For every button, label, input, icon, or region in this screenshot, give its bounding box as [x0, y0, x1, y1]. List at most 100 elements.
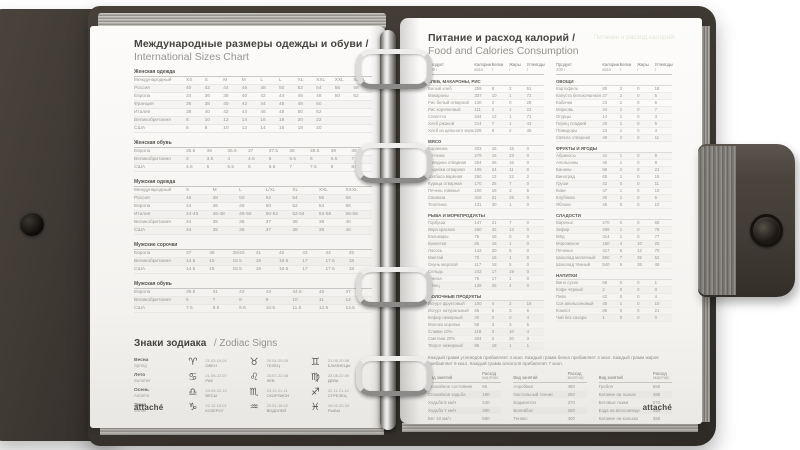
food-row: Колбаса варёная 250 12 22 2 [428, 174, 544, 181]
right-page: Питание и расход калорий Питание и расхо… [400, 18, 702, 424]
food-value: 7 [619, 255, 623, 261]
zodiac-season: Лето Summer [134, 373, 188, 383]
food-value: 0 [619, 181, 623, 187]
food-row: Говядина отварная 254 26 16 0 [428, 160, 544, 167]
food-value: 22 [509, 174, 514, 180]
food-value: 35 [637, 262, 642, 268]
food-value: 0 [637, 167, 640, 173]
zodiac-row: Осень Autumn ♎ 23.09-22.10 ВЕСЫ ♏ 23.10-21.11 С… [134, 385, 372, 400]
size-row-label: Международный [134, 78, 172, 83]
food-name: Яблоки [556, 202, 571, 208]
size-cell: 14.5 [186, 267, 196, 272]
food-value: 10 [654, 202, 660, 208]
food-value: 51 [526, 86, 532, 92]
food-name: Йогурт фруктовый [428, 301, 465, 307]
food-value: 279 [474, 153, 482, 159]
activity-value: 250 [567, 392, 575, 398]
food-value: 12 [491, 174, 497, 180]
food-value: 10 [637, 241, 642, 247]
zodiac-sign-info: 21.05-20.06 БЛИЗНЕЦЫ [328, 358, 351, 368]
food-value: 4 [491, 301, 495, 307]
food-name: Пиво [556, 294, 567, 300]
size-cell: 10 [223, 126, 229, 131]
zodiac-sign: ♈ 21.03-19.04 ОВЕН [188, 357, 249, 368]
food-column: Продукт 100 г Калории ккал Белки г Жиры г Углево… [556, 62, 673, 350]
food-value: 3 [491, 315, 495, 321]
size-table-section-title: Мужская одежда [134, 179, 372, 187]
activity-name: Катание на лыжах [598, 392, 636, 398]
food-row: Чай без сахара 1 0 0 0 [556, 315, 672, 322]
food-value: 147 [474, 220, 482, 226]
zodiac-rows: Весна Spring ♈ 21.03-19.04 ОВЕН ♉ 20.04-20.05 Т… [134, 355, 372, 415]
size-table-row: Международный XS S M M L L XL XXL XXL XXXL [134, 77, 372, 85]
food-value: 6 [654, 195, 657, 201]
size-cell: 42 [279, 251, 285, 256]
food-name: Белый хлеб [428, 86, 452, 92]
food-header-cell: Жиры г [637, 62, 654, 73]
zodiac-glyph-icon: ♌ [249, 372, 259, 383]
size-cell: 20 [297, 118, 303, 123]
size-cell: 40 [223, 102, 229, 107]
food-value: 0 [637, 100, 640, 106]
ring-binder-spine [380, 30, 396, 430]
food-name: Кальмары [428, 234, 449, 240]
food-row: Мороженое 180 4 10 20 [556, 241, 672, 248]
size-cell: 44 [260, 102, 266, 107]
size-cell: 17.5 [325, 259, 335, 264]
size-cell: XXL [316, 78, 326, 83]
zodiac-glyph-icon: ♈ [188, 357, 198, 368]
activity-row: Гребля 550 [598, 383, 672, 392]
size-cell: 38 [223, 94, 229, 99]
food-value: 12 [491, 114, 497, 120]
food-value: 130 [474, 100, 482, 106]
food-name: Варенье [556, 220, 574, 226]
size-cell: 37.5 [268, 149, 279, 154]
zodiac-dates: 20.01-18.02 [266, 402, 288, 408]
food-value: 21 [654, 167, 660, 173]
size-cell: 44 [223, 86, 229, 91]
size-cell: 43 [302, 251, 308, 256]
size-cell: 46 [186, 196, 192, 201]
food-row: Сельдь 242 17 19 0 [428, 269, 544, 276]
size-cell: 41 [255, 251, 262, 256]
food-row: Вино сухое 68 0 0 1 [556, 280, 672, 287]
zodiac-season: Осень Autumn [134, 388, 188, 398]
size-cell: L [260, 78, 264, 83]
size-cell: 6 [248, 165, 251, 170]
size-row-label: Европа [134, 290, 151, 295]
left-page-title: Международные размеры одежды и обуви / I… [134, 38, 372, 63]
food-row: Ветчина 279 16 23 0 [428, 153, 544, 160]
food-value: 18 [654, 86, 660, 92]
food-value: 1 [619, 174, 623, 180]
food-value: 65 [602, 174, 608, 180]
food-value: 540 [602, 262, 610, 268]
size-row-label: Великобритания [134, 220, 171, 225]
activity-calories-table: Вид занятий Расход ккал/час Спокойное состо… [428, 371, 672, 424]
food-value: 1 [509, 121, 512, 127]
food-row: Баранина 203 16 15 0 [428, 146, 544, 153]
food-value: 6 [619, 248, 623, 254]
food-value: 270 [602, 220, 610, 226]
size-table-row: Европа 37 38 39/40 41 42 43 44 45 [134, 250, 372, 258]
size-cell: 34 [186, 94, 192, 99]
food-header-sub: г [509, 66, 511, 72]
size-cell: 16 [255, 267, 262, 272]
food-value: 1 [509, 276, 512, 282]
activity-value: 65 [482, 384, 488, 390]
food-value: 20 [654, 241, 660, 247]
size-row-label: Европа [134, 251, 151, 256]
food-value: 21 [491, 220, 497, 226]
food-value: 1 [619, 128, 623, 134]
zodiac-season: Зима Winter [134, 403, 188, 413]
food-value: 4 [654, 294, 657, 300]
food-row: Сливки 10% 118 3 10 4 [428, 329, 544, 336]
food-value: 0 [654, 287, 657, 293]
food-value: 131 [474, 202, 482, 208]
food-name: Молоко коровье [428, 322, 461, 328]
food-name: Зефир [556, 227, 570, 233]
food-value: 1 [619, 100, 623, 106]
food-name: Печенье [556, 248, 573, 254]
size-cell: XXL [318, 188, 328, 193]
flap-snap-button-icon [750, 214, 783, 247]
food-value: 8 [491, 128, 495, 134]
